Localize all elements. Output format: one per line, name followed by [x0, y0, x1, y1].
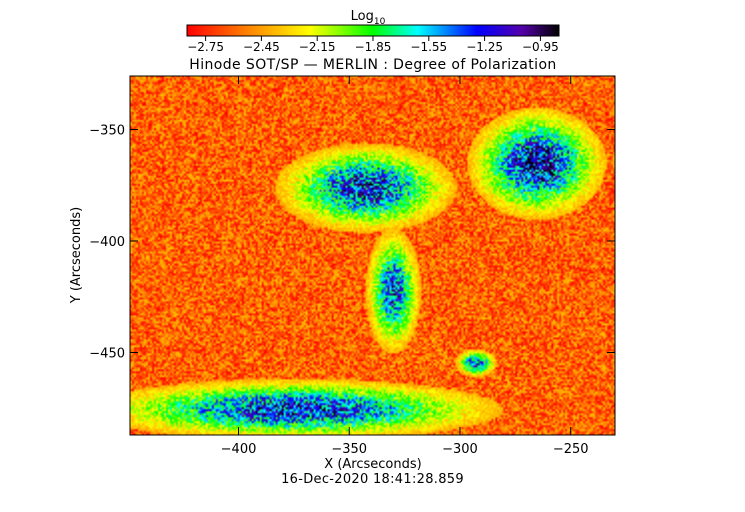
x-tick-label: −300 — [442, 442, 478, 457]
chart-title: Hinode SOT/SP — MERLIN : Degree of Polar… — [189, 57, 556, 73]
y-tick-label: −350 — [89, 124, 125, 139]
y-axis-label: Y (Arcseconds) — [69, 207, 84, 304]
x-axis-ticks: −400 −350 −300 −250 — [221, 76, 589, 457]
timestamp: 16-Dec-2020 18:41:28.859 — [281, 472, 464, 487]
colorbar-label-subscript: 10 — [374, 17, 386, 27]
x-tick-label: −250 — [553, 442, 589, 457]
plot-area: −400 −350 −300 −250 −350 −400 −450 — [89, 75, 616, 457]
x-axis-label: X (Arcseconds) — [324, 457, 421, 472]
colorbar: Log10 −2.75 −2.45 −2.15 −1.85 −1.55 −1.25 −0.9… — [186, 9, 560, 54]
colorbar-label-base: Log — [351, 9, 374, 24]
y-tick-label: −450 — [89, 346, 125, 361]
colorbar-tick-label: −1.85 — [355, 40, 392, 54]
colorbar-tick-label: −2.45 — [243, 40, 280, 54]
y-tick-label: −400 — [89, 235, 125, 250]
x-tick-label: −400 — [221, 442, 257, 457]
colorbar-tick-label: −0.95 — [522, 40, 559, 54]
heatmap-image — [130, 76, 615, 435]
colorbar-tick-label: −2.75 — [187, 40, 224, 54]
plot-frame — [129, 75, 616, 436]
colorbar-tick-label: −1.55 — [410, 40, 447, 54]
colorbar-label: Log10 — [351, 9, 386, 27]
colorbar-gradient — [186, 24, 560, 37]
x-tick-label: −350 — [331, 442, 367, 457]
colorbar-tick-label: −2.15 — [299, 40, 336, 54]
colorbar-ticks: −2.75 −2.45 −2.15 −1.85 −1.55 −1.25 −0.95 — [187, 36, 559, 54]
colorbar-tick-label: −1.25 — [466, 40, 503, 54]
y-axis-ticks: −350 −400 −450 — [89, 124, 615, 361]
